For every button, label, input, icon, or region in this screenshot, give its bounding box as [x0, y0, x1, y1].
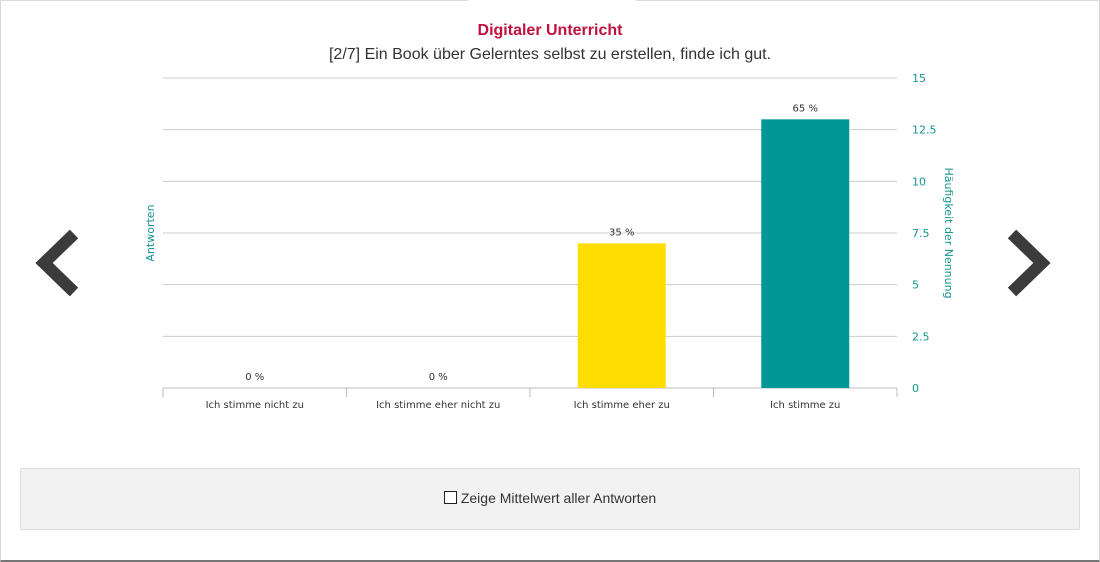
data-label: 0 %: [245, 372, 264, 383]
x-tick-label: Ich stimme nicht zu: [206, 400, 304, 411]
y-axis-title-left: Antworten: [144, 204, 157, 261]
chevron-left-icon: [35, 229, 79, 297]
y-tick-label: 10: [912, 175, 926, 188]
data-label: 35 %: [609, 227, 634, 238]
show-mean-toggle[interactable]: Zeige Mittelwert aller Antworten: [21, 490, 1079, 506]
data-label: 65 %: [793, 103, 818, 114]
y-tick-label: 0: [912, 382, 919, 395]
x-tick-label: Ich stimme zu: [770, 400, 840, 411]
y-tick-label: 5: [912, 279, 919, 292]
previous-question-button[interactable]: [34, 228, 84, 298]
next-question-button[interactable]: [1002, 228, 1052, 298]
x-tick-label: Ich stimme eher nicht zu: [376, 400, 500, 411]
top-divider-left: [0, 0, 468, 1]
y-tick-label: 7.5: [912, 227, 930, 240]
chevron-right-icon: [1007, 229, 1051, 297]
y-axis-title-right: Häufigkeit der Nennung: [942, 167, 955, 298]
x-tick-label: Ich stimme eher zu: [574, 400, 670, 411]
question-text: [2/7] Ein Book über Gelerntes selbst zu …: [328, 46, 772, 63]
y-tick-label: 15: [912, 72, 926, 85]
page-title: Digitaler Unterricht: [477, 22, 623, 39]
mean-toggle-panel: Zeige Mittelwert aller Antworten: [20, 468, 1080, 530]
show-mean-checkbox[interactable]: [443, 491, 457, 504]
y-tick-label: 2.5: [912, 330, 930, 343]
show-mean-label: Zeige Mittelwert aller Antworten: [460, 490, 657, 506]
bar-chart: 0 2.5 5 7.5 10 12.5 15 0 % Ich stimme nicht zu 0 …: [144, 72, 955, 411]
bar: [577, 243, 666, 388]
top-divider-right: [636, 0, 1100, 1]
data-label: 0 %: [429, 372, 448, 383]
y-tick-label: 12.5: [912, 124, 937, 137]
bar: [761, 119, 850, 388]
